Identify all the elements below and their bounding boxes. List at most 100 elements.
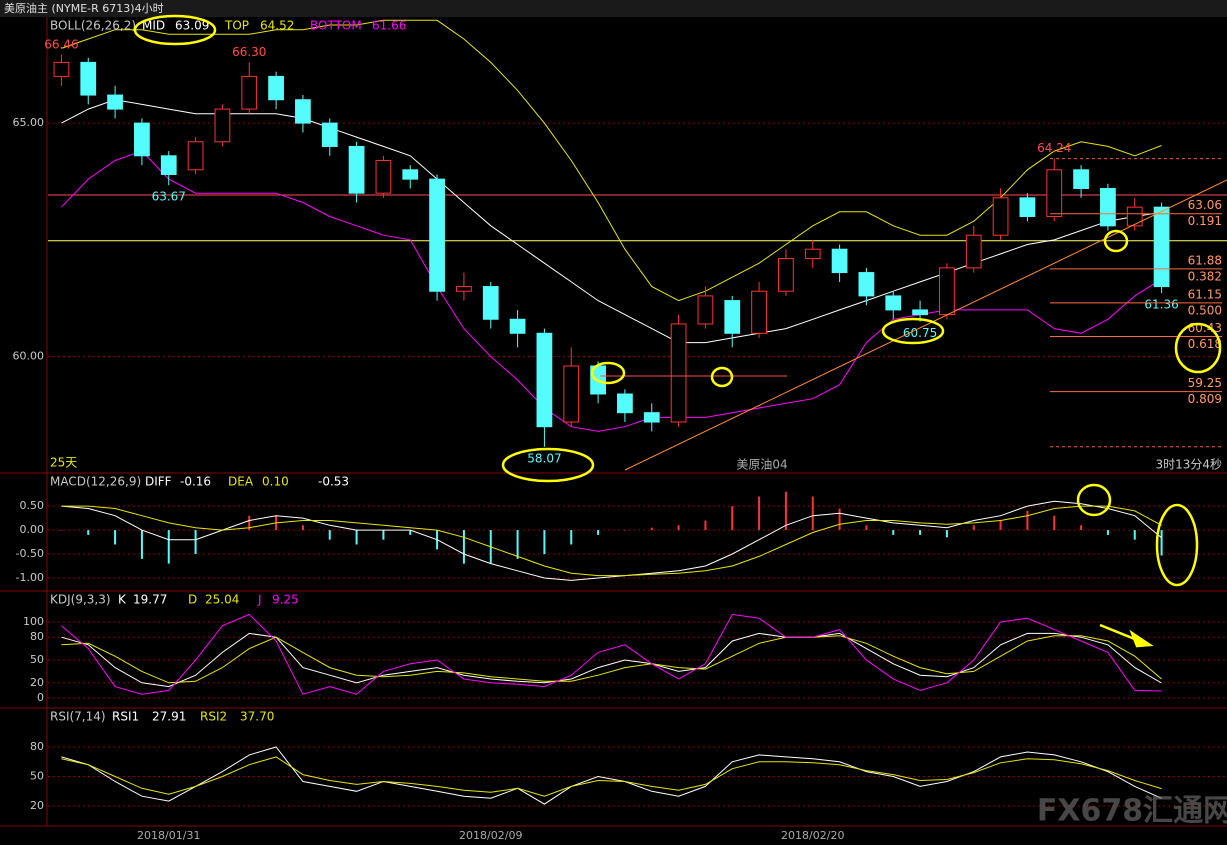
candle-body <box>563 365 580 423</box>
highlight-circle <box>1174 322 1222 374</box>
indicator-title: KDJ(9,3,3) <box>50 593 111 607</box>
legend-value: 9.25 <box>272 593 299 607</box>
indicator-title: MACD(12,26,9) <box>50 475 141 489</box>
candle-body <box>778 258 794 292</box>
highlight-circle <box>501 447 595 483</box>
y-tick-label: 50 <box>30 770 44 783</box>
candle-body <box>1153 206 1170 288</box>
x-tick-label: 2018/02/20 <box>781 829 844 842</box>
macd-bar <box>355 530 358 545</box>
y-tick-label: 65.00 <box>13 116 45 129</box>
y-tick-label: 100 <box>23 615 44 628</box>
candle-body <box>697 295 714 325</box>
candle-body <box>295 99 311 124</box>
candle-body <box>482 286 499 320</box>
candle-body <box>536 332 553 428</box>
price-label: 66.30 <box>232 45 266 59</box>
macd-bar <box>758 496 761 531</box>
candle-body <box>402 169 419 180</box>
contract-label: 美原油04 <box>736 458 787 472</box>
watermark: FX678汇通网 <box>1037 794 1227 829</box>
highlight-circle <box>590 361 626 385</box>
macd-bar <box>1133 530 1136 540</box>
y-tick-label: 50 <box>30 653 44 666</box>
y-tick-label: 80 <box>30 630 44 643</box>
fib-ratio: 0.382 <box>1188 269 1222 283</box>
macd-bar <box>248 515 251 531</box>
highlight-circle <box>881 317 945 345</box>
series-line <box>61 635 1162 684</box>
candle-body <box>643 412 660 423</box>
candle-body <box>429 178 445 292</box>
macd-bar <box>865 525 868 531</box>
price-label: 66.46 <box>44 37 78 51</box>
candle-body <box>375 159 392 194</box>
macd-bar <box>677 525 680 531</box>
macd-bar <box>623 530 626 531</box>
macd-bar <box>704 520 707 531</box>
legend-value: 37.70 <box>240 710 274 724</box>
macd-bar <box>945 530 948 538</box>
y-tick-label: 20 <box>30 799 44 812</box>
macd-bar <box>1106 530 1109 535</box>
candle-body <box>134 122 150 157</box>
candle-body <box>804 248 821 260</box>
candle-body <box>321 122 338 147</box>
macd-bar <box>811 496 814 531</box>
legend-label: DIFF <box>145 475 172 489</box>
candle-body <box>187 141 204 171</box>
fib-price: 60.43 <box>1188 321 1222 335</box>
macd-bar <box>838 508 841 531</box>
legend-value: 61.66 <box>372 19 406 33</box>
price-label: 64.24 <box>1037 141 1071 155</box>
legend-label: TOP <box>224 19 249 33</box>
candle-body <box>509 318 526 334</box>
macd-bar <box>140 530 143 559</box>
macd-bar <box>597 530 600 535</box>
trend-line <box>624 179 1227 471</box>
legend-label: J <box>257 593 262 607</box>
macd-bar <box>1160 530 1163 556</box>
macd-bar <box>1026 510 1029 531</box>
y-tick-label: 0.50 <box>20 499 45 512</box>
candle-body <box>160 155 177 175</box>
candle-body <box>939 267 955 316</box>
fib-price: 61.15 <box>1188 287 1222 301</box>
candle-body <box>1126 206 1143 227</box>
window-title: 美原油主 (NYME-R 6713)4小时 <box>4 1 164 15</box>
macd-bar <box>1080 525 1083 531</box>
macd-bar <box>409 530 412 535</box>
candle-body <box>670 323 687 423</box>
legend-value: 63.09 <box>175 19 209 33</box>
plot: 60.00 65.00 2018/01/31 2018/02/09 2018/02/20… <box>13 19 1227 842</box>
macd-bar <box>570 530 573 545</box>
macd-bar <box>999 520 1002 531</box>
macd-bar <box>60 530 63 531</box>
indicator-title: RSI(7,14) <box>50 710 106 724</box>
legend-value: -0.16 <box>180 475 211 489</box>
fib-ratio: 0.809 <box>1188 392 1222 406</box>
y-tick-label: 20 <box>30 676 44 689</box>
macd-bar <box>543 530 546 555</box>
x-tick-label: 2018/02/09 <box>459 829 522 842</box>
fib-ratio: 0.191 <box>1188 214 1222 228</box>
macd-bar <box>784 491 787 531</box>
macd-bar <box>892 530 895 535</box>
candle-body <box>965 234 982 269</box>
series-line <box>61 500 1162 581</box>
series-line <box>61 632 1162 688</box>
series-line <box>61 746 1162 805</box>
legend-value: 0.10 <box>262 475 289 489</box>
y-tick-label: 0 <box>37 691 44 704</box>
candle-body <box>724 300 741 334</box>
candle-body <box>80 61 97 96</box>
price-label: 60.75 <box>903 326 937 340</box>
price-label: 58.07 <box>527 451 561 465</box>
fib-ratio: 0.500 <box>1188 303 1222 317</box>
candle-body <box>1019 197 1036 218</box>
macd-bar <box>462 530 465 564</box>
candle-body <box>107 94 123 110</box>
annotations <box>133 14 1227 648</box>
